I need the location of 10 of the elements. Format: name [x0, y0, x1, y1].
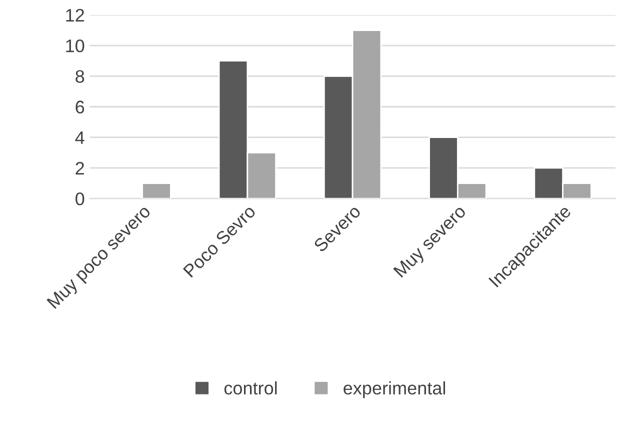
y-tick-label: 8	[76, 70, 84, 83]
legend-label: experimental	[344, 381, 446, 398]
y-tick-label: 4	[75, 131, 84, 144]
y-tick-label: 10	[66, 39, 84, 52]
y-tick-label: 6	[76, 100, 84, 114]
y-tick-label: 12	[66, 8, 84, 22]
legend-label: control	[224, 381, 277, 395]
y-tick-label: 0	[76, 192, 84, 206]
bar	[142, 182, 172, 199]
y-tick-label: 2	[76, 162, 84, 174]
